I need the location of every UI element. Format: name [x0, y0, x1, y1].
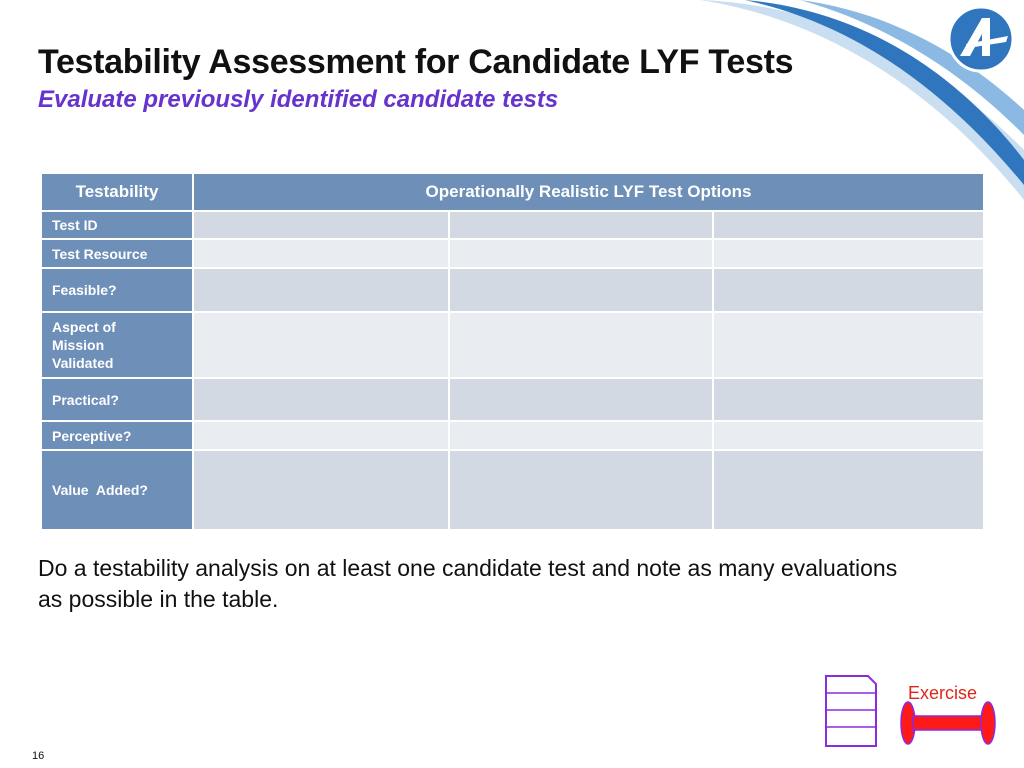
table-row: Perceptive? [41, 421, 984, 450]
row-label-practical: Practical? [41, 378, 193, 421]
row-label-value-added: Value Added? [41, 450, 193, 530]
table-cell[interactable] [193, 239, 449, 268]
page-number: 16 [32, 750, 44, 762]
table-cell[interactable] [713, 268, 984, 312]
table-cell[interactable] [193, 312, 449, 378]
table-cell[interactable] [193, 268, 449, 312]
document-icon [824, 674, 878, 748]
table-cell[interactable] [713, 211, 984, 239]
dumbbell-icon [898, 700, 998, 746]
table-row: Test Resource [41, 239, 984, 268]
test-options-column-header: Operationally Realistic LYF Test Options [193, 173, 984, 211]
table-cell[interactable] [713, 450, 984, 530]
table-cell[interactable] [449, 239, 713, 268]
instruction-text: Do a testability analysis on at least on… [38, 553, 918, 615]
row-label-perceptive: Perceptive? [41, 421, 193, 450]
row-label-test-resource: Test Resource [41, 239, 193, 268]
table-cell[interactable] [713, 239, 984, 268]
table-cell[interactable] [193, 211, 449, 239]
table-cell[interactable] [449, 421, 713, 450]
table-cell[interactable] [449, 268, 713, 312]
table-row: Value Added? [41, 450, 984, 530]
table-row: Feasible? [41, 268, 984, 312]
table-cell[interactable] [713, 421, 984, 450]
table-cell[interactable] [449, 211, 713, 239]
company-logo-icon [946, 4, 1016, 74]
row-label-aspect-of-mission: Aspect of Mission Validated [41, 312, 193, 378]
table-row: Test ID [41, 211, 984, 239]
page-subtitle: Evaluate previously identified candidate… [38, 86, 558, 114]
testability-table: Testability Operationally Realistic LYF … [40, 172, 985, 531]
page-title: Testability Assessment for Candidate LYF… [38, 43, 793, 82]
table-cell[interactable] [449, 450, 713, 530]
table-cell[interactable] [449, 312, 713, 378]
table-cell[interactable] [713, 312, 984, 378]
table-row: Practical? [41, 378, 984, 421]
table-cell[interactable] [193, 421, 449, 450]
table-cell[interactable] [713, 378, 984, 421]
table-row: Aspect of Mission Validated [41, 312, 984, 378]
table-cell[interactable] [193, 378, 449, 421]
testability-column-header: Testability [41, 173, 193, 211]
row-label-test-id: Test ID [41, 211, 193, 239]
row-label-feasible: Feasible? [41, 268, 193, 312]
table-cell[interactable] [449, 378, 713, 421]
table-cell[interactable] [193, 450, 449, 530]
